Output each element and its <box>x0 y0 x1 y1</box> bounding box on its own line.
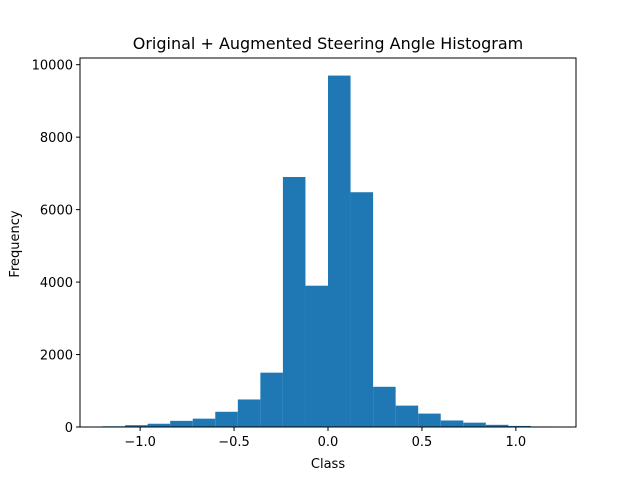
x-tick-label: 0.0 <box>318 435 339 450</box>
histogram-bar <box>237 399 261 427</box>
histogram-bar <box>350 192 374 427</box>
y-tick-label: 6000 <box>40 204 73 219</box>
x-tick-label: −0.5 <box>218 435 250 450</box>
chart-title: Original + Augmented Steering Angle Hist… <box>133 34 524 53</box>
y-axis-label: Frequency <box>8 210 23 277</box>
histogram-bar <box>305 285 328 427</box>
histogram-bar <box>508 425 531 427</box>
histogram-bar <box>328 75 351 428</box>
y-axis-ticks: 0 2000 4000 6000 8000 10000 <box>32 59 80 436</box>
y-tick-label: 2000 <box>40 349 73 364</box>
histogram-bar <box>260 372 283 427</box>
y-tick-label: 10000 <box>32 59 73 74</box>
y-tick-label: 8000 <box>40 131 73 146</box>
x-tick-label: −1.0 <box>124 435 156 450</box>
histogram-bar <box>147 423 171 427</box>
y-tick-label: 4000 <box>40 276 73 291</box>
x-axis-label: Class <box>311 457 345 472</box>
histogram-bar <box>485 424 509 427</box>
histogram-bar <box>395 405 419 427</box>
x-tick-label: 0.5 <box>412 435 433 450</box>
histogram-bar <box>125 425 148 427</box>
histogram-bar <box>373 386 396 427</box>
histogram-bar <box>192 418 216 427</box>
plot-frame <box>79 57 577 428</box>
histogram-bar <box>282 177 306 427</box>
histogram-bar <box>440 420 464 427</box>
histogram-bar <box>215 411 238 427</box>
histogram-bar <box>418 413 441 427</box>
histogram-bar <box>463 422 486 427</box>
y-tick-label: 0 <box>65 421 73 436</box>
histogram-bar <box>170 420 193 427</box>
x-axis-ticks: −1.0 −0.5 0.0 0.5 1.0 <box>124 427 526 450</box>
x-tick-label: 1.0 <box>506 435 527 450</box>
